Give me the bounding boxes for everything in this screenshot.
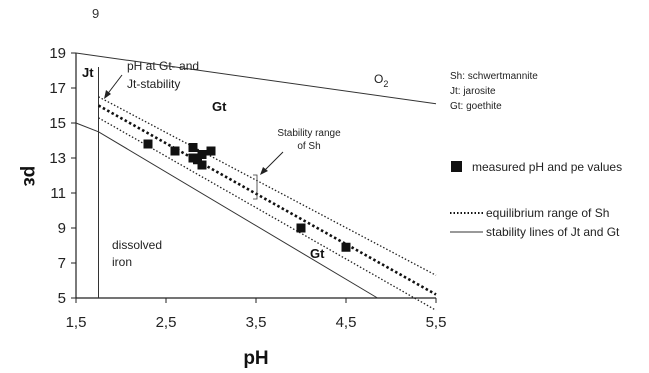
data-point	[206, 146, 216, 156]
data-point	[170, 146, 180, 156]
stability-range-arrow	[262, 151, 284, 173]
y-axis-label: pε	[19, 166, 40, 187]
legend-abbrev-jt: Jt: jarosite	[450, 86, 496, 97]
o2-label-main: O	[374, 72, 383, 86]
x-tick-label: 2,5	[156, 314, 177, 331]
y-ticks: 5 7 9 11 13 15 17 19	[49, 45, 76, 307]
stability-range-arrowhead	[260, 167, 268, 175]
y-tick-label: 13	[49, 150, 66, 167]
y-tick-label: 15	[49, 115, 66, 132]
sh-equilibrium-upper-line	[98, 96, 437, 276]
x-ticks: 1,5 2,5 3,5 4,5 5,5	[66, 298, 447, 331]
data-point	[197, 160, 207, 170]
dissolved-iron-line2: iron	[112, 255, 132, 269]
data-point	[193, 155, 202, 165]
x-tick-label: 5,5	[426, 314, 447, 331]
stability-range-line1: Stability range	[277, 128, 341, 139]
legend-abbrev-gt: Gt: goethite	[450, 101, 502, 112]
o2-label: O2	[374, 72, 388, 89]
x-axis-label: pH	[243, 348, 268, 369]
legend-stability-text: stability lines of Jt and Gt	[486, 225, 620, 239]
stability-range-line2: of Sh	[297, 141, 320, 152]
data-point	[197, 150, 207, 159]
data-point	[341, 242, 351, 252]
legend-measured-marker	[451, 161, 462, 172]
jt-region-label: Jt	[82, 65, 94, 80]
legend-abbrev-sh: Sh: schwertmannite	[450, 71, 538, 82]
measured-points	[143, 139, 351, 252]
ph-annotation-arrowhead	[104, 90, 111, 99]
y-tick-label: 9	[58, 220, 66, 237]
stability-range-bracket	[253, 174, 258, 200]
y-tick-label: 19	[49, 45, 66, 62]
data-point	[143, 139, 153, 149]
y-tick-label: 11	[50, 185, 66, 202]
oxygen-line	[75, 52, 437, 105]
gt-lower-label: Gt	[310, 246, 325, 261]
legend-equilibrium-text: equilibrium range of Sh	[486, 206, 609, 220]
y-tick-label: 7	[58, 255, 66, 272]
data-point	[296, 223, 306, 233]
sh-equilibrium-center-line	[97, 104, 437, 296]
ph-annotation-line1: pH at Gt- and	[127, 59, 199, 73]
data-point	[188, 143, 198, 152]
gt-upper-label: Gt	[212, 99, 227, 114]
o2-label-sub: 2	[383, 79, 388, 89]
page-number: 9	[92, 6, 99, 21]
ph-annotation-line2: Jt-stability	[127, 77, 180, 91]
dissolved-iron-line1: dissolved	[112, 238, 162, 252]
x-tick-label: 4,5	[336, 314, 357, 331]
x-tick-label: 1,5	[66, 314, 87, 331]
x-tick-label: 3,5	[246, 314, 267, 331]
y-tick-label: 17	[49, 80, 66, 97]
iron-solubility-line	[75, 122, 378, 299]
y-tick-label: 5	[58, 290, 66, 307]
legend-measured-text: measured pH and pe values	[472, 160, 622, 174]
